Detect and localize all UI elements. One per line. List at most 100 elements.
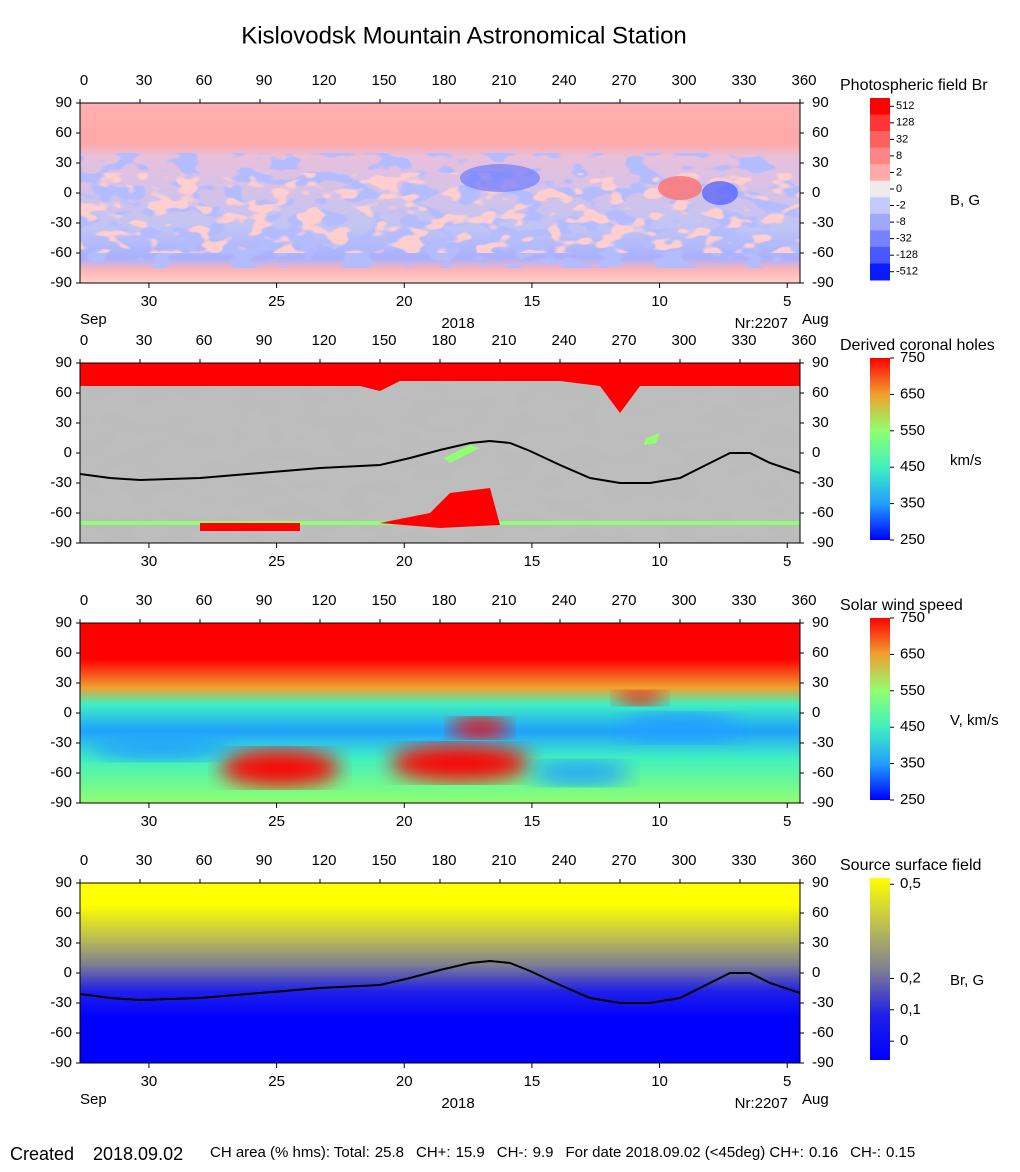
unit-label: V, km/s xyxy=(950,712,999,729)
speed-region xyxy=(615,691,665,705)
x-tick-label: 60 xyxy=(196,852,213,869)
coronal-hole xyxy=(444,445,480,463)
unit-label: Br, G xyxy=(950,972,984,989)
date-tick-label: 20 xyxy=(396,293,413,310)
y-tick-label: 30 xyxy=(55,154,72,171)
y-tick-label: 90 xyxy=(812,94,829,111)
y-tick-label: 90 xyxy=(55,354,72,371)
y-tick-label: -90 xyxy=(50,1054,72,1071)
colorbar-band xyxy=(870,147,890,165)
colorbar xyxy=(870,878,890,1060)
y-tick-label: 90 xyxy=(55,874,72,891)
date-tick-label: 10 xyxy=(651,293,668,310)
x-tick-label: 360 xyxy=(791,72,816,89)
stat-value: 0.16 xyxy=(809,1144,838,1161)
x-tick-label: 270 xyxy=(611,72,636,89)
stat-label: CH-: xyxy=(497,1144,528,1161)
y-tick-label: -30 xyxy=(50,994,72,1011)
y-tick-label: -60 xyxy=(50,504,72,521)
x-tick-label: 60 xyxy=(196,332,213,349)
stat-label: For date 2018.09.02 (<45deg) CH+: xyxy=(565,1144,804,1161)
colorbar-label: 550 xyxy=(900,682,925,699)
colorbar-label: -2 xyxy=(896,199,906,211)
colorbar-label: 32 xyxy=(896,133,908,145)
figure-title: Kislovodsk Mountain Astronomical Station xyxy=(241,22,687,49)
colorbar-label: 250 xyxy=(900,791,925,808)
y-tick-label: -90 xyxy=(812,534,834,551)
y-tick-label: 60 xyxy=(55,644,72,661)
colorbar-label: -8 xyxy=(896,216,906,228)
x-tick-label: 60 xyxy=(196,592,213,609)
colorbar-label: -32 xyxy=(896,233,912,245)
x-tick-label: 0 xyxy=(80,72,88,89)
x-tick-label: 30 xyxy=(136,852,153,869)
y-tick-label: 30 xyxy=(812,154,829,171)
colorbar-band xyxy=(870,246,890,264)
date-tick-label: 20 xyxy=(396,813,413,830)
colorbar-band xyxy=(870,197,890,215)
footer: Created 2018.09.02 CH area (% hms): Tota… xyxy=(10,1144,915,1164)
y-tick-label: 90 xyxy=(812,354,829,371)
x-tick-label: 300 xyxy=(671,852,696,869)
colorbar-label: 0,1 xyxy=(900,1001,921,1018)
speed-region xyxy=(450,718,510,738)
x-tick-label: 0 xyxy=(80,332,88,349)
x-tick-label: 120 xyxy=(311,592,336,609)
colorbar xyxy=(870,618,890,800)
x-tick-label: 150 xyxy=(371,852,396,869)
colorbar-band xyxy=(870,131,890,149)
unit-label: B, G xyxy=(950,192,980,209)
colorbar-label: 0 xyxy=(896,183,902,195)
date-tick-label: 5 xyxy=(783,293,791,310)
y-tick-label: -90 xyxy=(50,534,72,551)
speed-region xyxy=(90,736,230,760)
ss-background xyxy=(80,883,800,1063)
y-tick-label: -30 xyxy=(50,214,72,231)
colorbar-label: 450 xyxy=(900,458,925,475)
stat-value: 25.8 xyxy=(375,1144,404,1161)
y-tick-label: 30 xyxy=(812,934,829,951)
y-tick-label: -60 xyxy=(50,764,72,781)
y-tick-label: 90 xyxy=(812,614,829,631)
x-tick-label: 180 xyxy=(431,332,456,349)
date-tick-label: 15 xyxy=(524,813,541,830)
y-tick-label: -60 xyxy=(50,1024,72,1041)
x-tick-label: 90 xyxy=(256,72,273,89)
x-tick-label: 180 xyxy=(431,72,456,89)
x-tick-label: 0 xyxy=(80,592,88,609)
speed-region xyxy=(220,750,340,786)
x-tick-label: 120 xyxy=(311,852,336,869)
date-tick-label: 25 xyxy=(268,553,285,570)
x-tick-label: 330 xyxy=(731,852,756,869)
plot-area xyxy=(80,623,800,803)
x-tick-label: 150 xyxy=(371,592,396,609)
neutral-line xyxy=(80,439,800,484)
colorbar-band xyxy=(870,213,890,231)
stat-value: 0.15 xyxy=(886,1144,915,1161)
date-tick-label: 25 xyxy=(268,293,285,310)
date-tick-label: 15 xyxy=(524,1073,541,1090)
y-tick-label: -30 xyxy=(812,734,834,751)
x-tick-label: 300 xyxy=(671,332,696,349)
colorbar-band xyxy=(870,230,890,248)
y-tick-label: 90 xyxy=(812,874,829,891)
x-tick-label: 0 xyxy=(80,852,88,869)
colorbar-label: 512 xyxy=(896,100,914,112)
rotation-label: Nr:2207 xyxy=(735,1095,788,1112)
y-tick-label: -60 xyxy=(812,244,834,261)
colorbar-label: 0 xyxy=(900,1032,908,1049)
neutral-line xyxy=(80,959,800,1004)
y-tick-label: 0 xyxy=(64,964,72,981)
coronal-hole xyxy=(644,433,660,445)
colorbar xyxy=(870,358,890,540)
y-tick-label: -60 xyxy=(812,1024,834,1041)
coronal-hole xyxy=(380,488,500,528)
date-tick-label: 15 xyxy=(524,553,541,570)
plot-area xyxy=(80,363,800,543)
x-tick-label: 360 xyxy=(791,332,816,349)
colorbar-label: 750 xyxy=(900,349,925,366)
x-tick-label: 240 xyxy=(551,592,576,609)
x-tick-label: 210 xyxy=(491,592,516,609)
